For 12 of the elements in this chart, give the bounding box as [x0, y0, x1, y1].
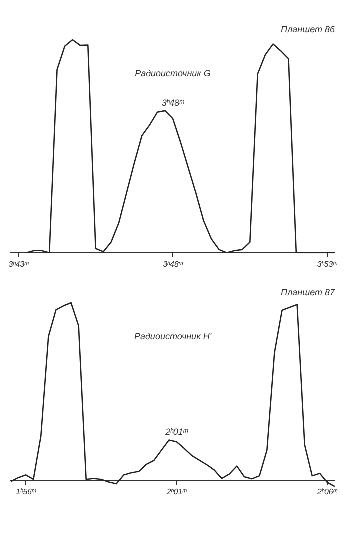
x-tick-label: 3ʰ48ᵐ [163, 260, 184, 270]
x-tick-label: 2ʰ01ᵐ [166, 488, 188, 497]
x-tick-label: 1ʰ56ᵐ [16, 488, 37, 497]
x-tick-label: 3ʰ43ᵐ [8, 260, 30, 270]
x-tick-label: 3ʰ53ᵐ [317, 260, 338, 270]
annotation: 3ʰ48ᵐ [162, 98, 185, 108]
text: Планшет 87 [281, 288, 336, 298]
text: Радиоисточник G [135, 68, 211, 79]
annotation: 2ʰ01ᵐ [164, 427, 188, 438]
x-tick-label: 2ʰ06ᵐ [316, 488, 338, 497]
text: Радиоисточник H' [134, 332, 212, 342]
text: Планшет 86 [281, 24, 335, 34]
